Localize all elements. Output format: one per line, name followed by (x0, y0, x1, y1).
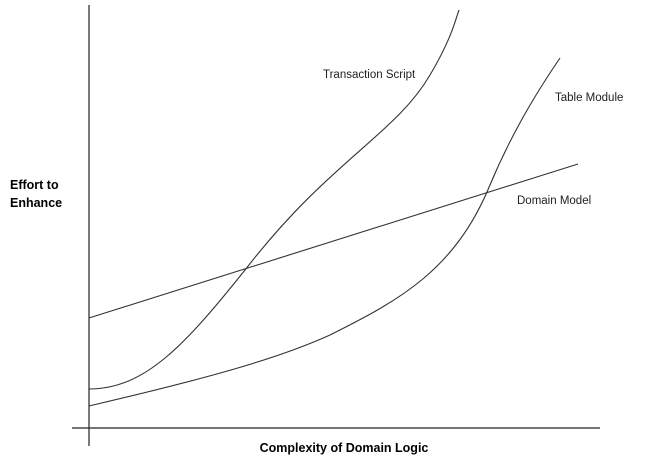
series-line-transaction-script (88, 9, 460, 390)
y-axis-label: Effort to Enhance (10, 176, 80, 212)
series-label-domain-model: Domain Model (517, 195, 591, 207)
series-label-transaction-script: Transaction Script (323, 69, 416, 81)
x-axis-label: Complexity of Domain Logic (259, 441, 429, 455)
y-axis-label-text: Effort to Enhance (10, 178, 63, 210)
series-line-domain-model (88, 163, 579, 319)
series-line-table-module (88, 57, 561, 407)
series-label-table-module: Table Module (555, 92, 623, 104)
